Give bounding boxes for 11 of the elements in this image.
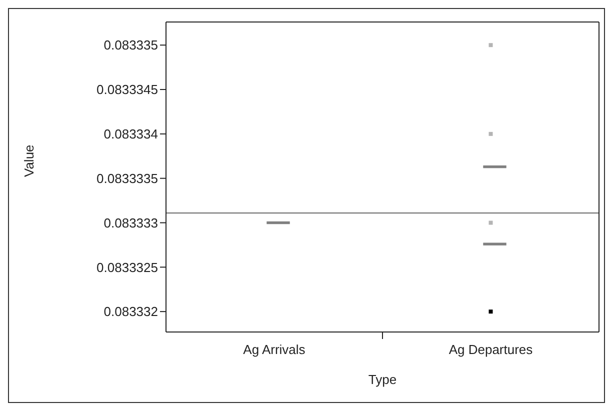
y-axis-title: Value — [22, 144, 37, 177]
y-tick-label: 0.0833325 — [96, 260, 158, 275]
y-tick-label: 0.083335 — [104, 38, 158, 53]
x-axis-title: Type — [368, 372, 397, 387]
y-tick-label: 0.083334 — [104, 126, 158, 142]
x-tick-label: Ag Departures — [448, 342, 534, 357]
y-tick-label: 0.083333 — [104, 215, 158, 230]
x-tick-label: Ag Arrivals — [243, 342, 306, 357]
y-tick-label: 0.0833335 — [96, 170, 158, 186]
y-tick-label: 0.083332 — [104, 304, 158, 320]
y-tick-label: 0.0833345 — [96, 82, 158, 98]
